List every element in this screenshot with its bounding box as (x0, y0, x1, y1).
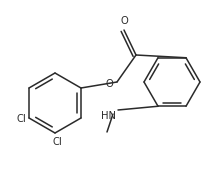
Text: O: O (120, 16, 128, 26)
Text: HN: HN (101, 111, 116, 121)
Text: O: O (105, 79, 113, 89)
Text: Cl: Cl (16, 114, 26, 124)
Text: Cl: Cl (52, 137, 62, 147)
